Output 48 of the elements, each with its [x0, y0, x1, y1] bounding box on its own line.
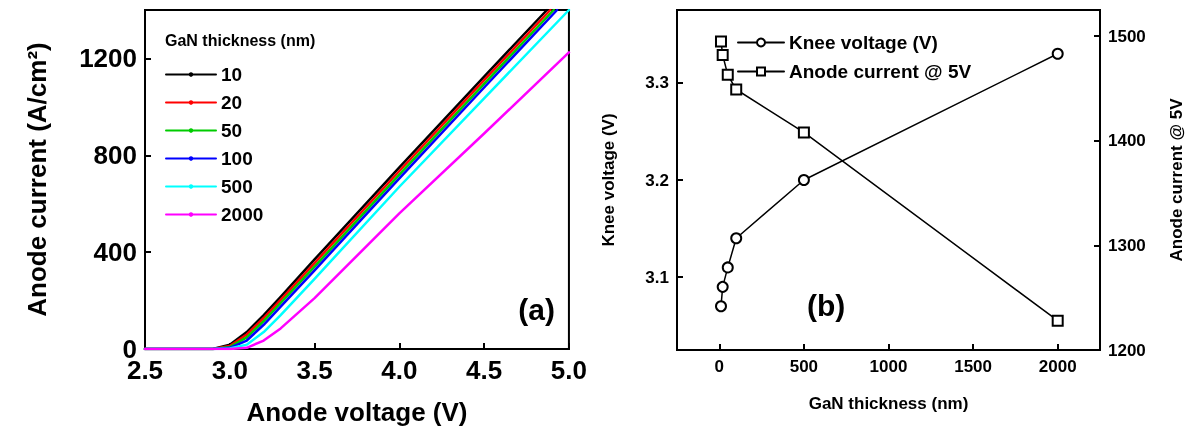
legend-label: 20 [221, 92, 243, 113]
y-tick-label: 3.1 [645, 267, 669, 287]
x-tick-label: 0 [714, 357, 725, 376]
point [797, 174, 810, 186]
legend-label: 500 [221, 176, 253, 197]
legend-label: 100 [221, 148, 253, 169]
y2-tick-label: 1400 [1108, 131, 1146, 151]
y-axis-title: Anode current (A/cm²) [22, 42, 52, 317]
y-tick-label: 1200 [79, 43, 137, 74]
y-tick-label: 400 [93, 237, 137, 268]
point [721, 68, 734, 81]
legend-label: 50 [221, 120, 243, 141]
x-tick-label: 1000 [869, 357, 908, 376]
legend-label: Knee voltage (V) [789, 32, 938, 53]
y-tick-label: 3.2 [645, 170, 669, 190]
y2-tick-label: 1300 [1108, 235, 1146, 255]
x-tick-label: 500 [789, 357, 819, 376]
y2-tick-label: 1500 [1108, 26, 1146, 46]
y-tick-label: 800 [93, 140, 137, 171]
x-tick-label: 5.0 [550, 355, 588, 385]
legend-label: 10 [221, 64, 243, 85]
x-axis-title: Anode voltage (V) [246, 397, 468, 427]
annotation: (b) [807, 288, 846, 322]
x-tick-label: 4.5 [466, 355, 503, 385]
legend-title: GaN thickness (nm) [165, 31, 316, 49]
point [716, 48, 729, 61]
point [715, 300, 727, 313]
point [797, 126, 810, 139]
y2-tick-label: 1200 [1108, 340, 1146, 360]
x-tick-label: 4.0 [381, 355, 418, 385]
legend-label: Anode current @ 5V [789, 61, 972, 82]
y-axis-title: Knee voltage (V) [599, 113, 618, 247]
point [721, 261, 734, 274]
y-tick-label: 3.3 [645, 73, 669, 93]
x-tick-label: 1500 [954, 357, 993, 376]
x-tick-label: 2000 [1038, 357, 1077, 376]
y2-axis-title: Anode current @ 5V [1167, 97, 1186, 262]
point [1051, 47, 1064, 60]
point [730, 232, 743, 245]
point [1051, 314, 1064, 327]
point [716, 280, 729, 293]
legend-label: 2000 [221, 204, 264, 225]
x-tick-label: 3.0 [211, 355, 248, 385]
annotation: (a) [518, 292, 556, 326]
x-axis-title: GaN thickness (nm) [808, 394, 969, 413]
point [730, 83, 743, 96]
x-tick-label: 3.5 [296, 355, 333, 385]
point [714, 35, 727, 48]
